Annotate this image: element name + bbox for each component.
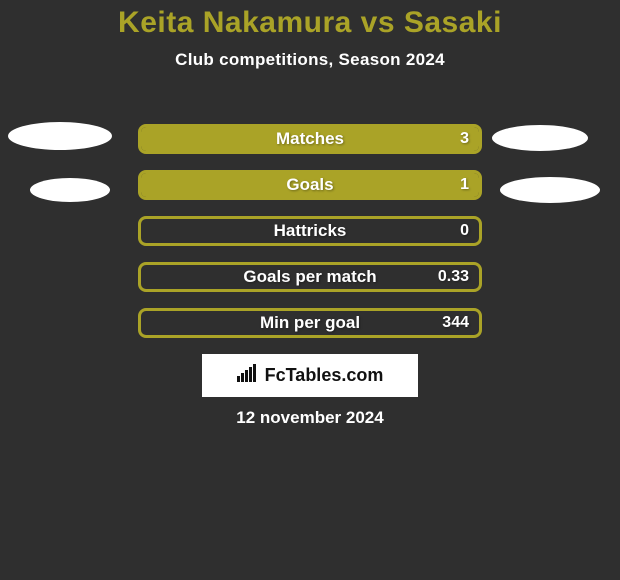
stat-row: Hattricks 0 [0,216,620,246]
stat-bar-value: 0.33 [438,268,469,286]
stat-bar-label: Goals [286,175,333,195]
stat-bar-value: 3 [460,130,469,148]
page-title: Keita Nakamura vs Sasaki [0,0,620,40]
page-subtitle: Club competitions, Season 2024 [0,40,620,70]
stat-bar-value: 1 [460,176,469,194]
stat-bar: Goals per match 0.33 [138,262,482,292]
stat-bar-value: 344 [442,314,469,332]
brand-chart-icon [237,364,259,387]
stat-row: Goals per match 0.33 [0,262,620,292]
stat-bar-label: Min per goal [260,313,360,333]
stat-bar: Matches 3 [138,124,482,154]
stat-bar-value: 0 [460,222,469,240]
brand-box[interactable]: FcTables.com [202,354,418,397]
stat-bar: Hattricks 0 [138,216,482,246]
stat-rows: Matches 3 Goals 1 Hattricks 0 Goals per match 0… [0,124,620,354]
stat-bar-label: Hattricks [274,221,347,241]
widget-root: Keita Nakamura vs Sasaki Club competitio… [0,0,620,580]
stat-bar: Min per goal 344 [138,308,482,338]
stat-row: Matches 3 [0,124,620,154]
stat-row: Goals 1 [0,170,620,200]
stat-bar-label: Goals per match [243,267,376,287]
brand-text: FcTables.com [265,365,384,386]
stat-bar-label: Matches [276,129,344,149]
stat-row: Min per goal 344 [0,308,620,338]
footer-date: 12 november 2024 [0,408,620,428]
stat-bar: Goals 1 [138,170,482,200]
